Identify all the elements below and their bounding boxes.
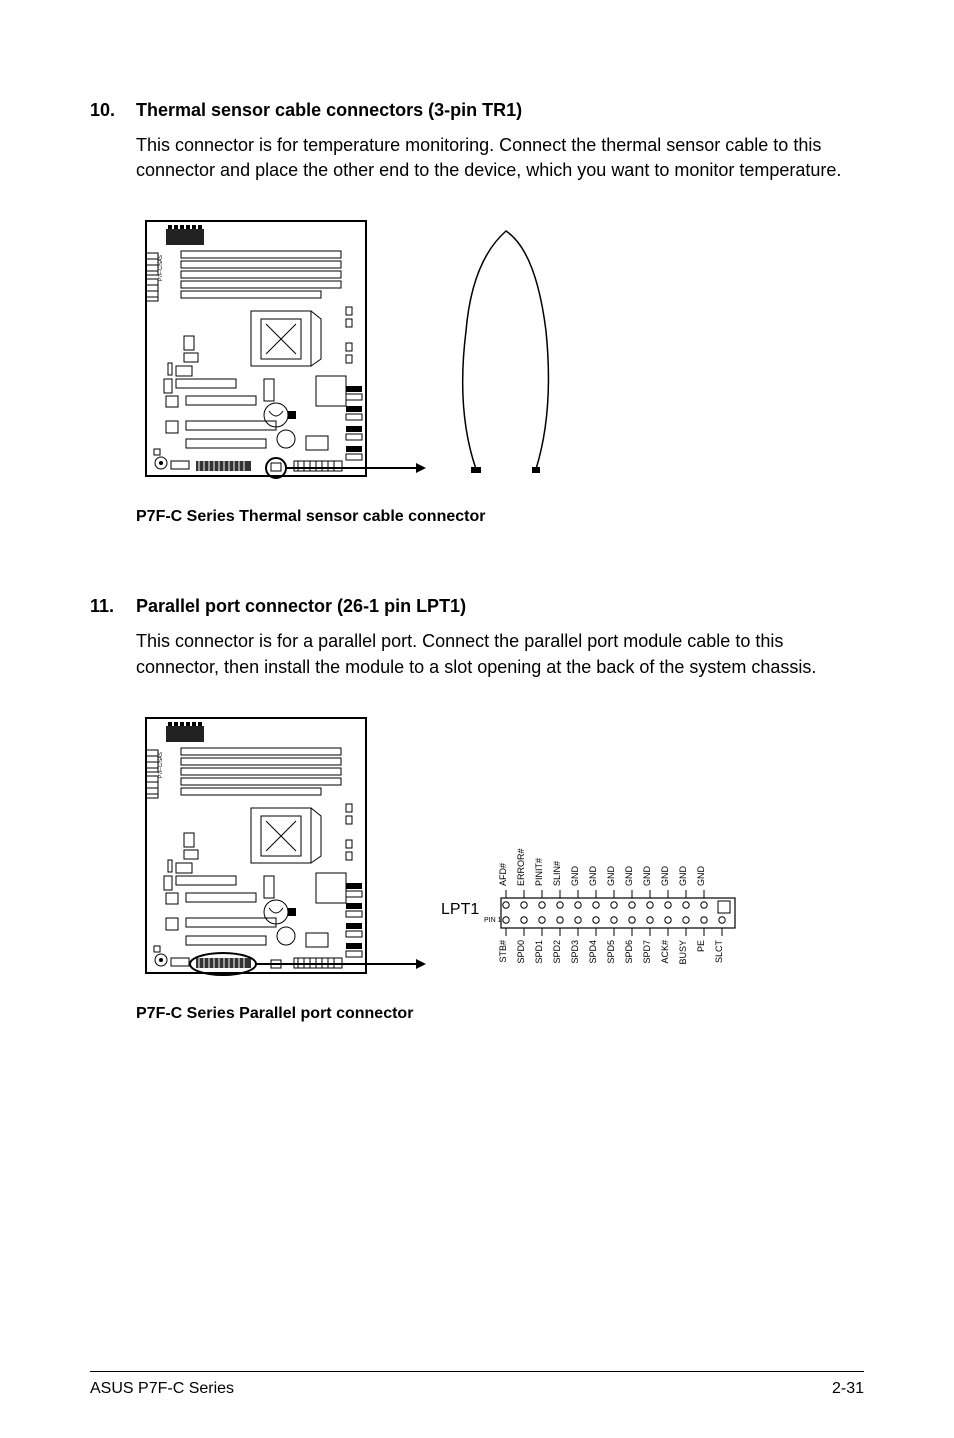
section-number: 10. (90, 100, 136, 121)
footer-right: 2-31 (832, 1380, 864, 1398)
svg-text:SPD6: SPD6 (624, 940, 634, 964)
svg-text:ERROR#: ERROR# (516, 848, 526, 886)
svg-text:GND: GND (678, 865, 688, 886)
svg-text:PIN 1: PIN 1 (484, 917, 502, 924)
svg-text:SPD5: SPD5 (606, 940, 616, 964)
svg-text:SPD3: SPD3 (570, 940, 580, 964)
section-body: This connector is for temperature monito… (136, 133, 864, 183)
svg-text:P7F-C/SAS: P7F-C/SAS (158, 255, 164, 282)
svg-text:ACK#: ACK# (660, 940, 670, 964)
board-diagram-lpt: P7F-C/SAS (136, 708, 756, 993)
section-title: Thermal sensor cable connectors (3-pin T… (136, 100, 522, 121)
svg-text:SPD7: SPD7 (642, 940, 652, 964)
svg-text:GND: GND (696, 865, 706, 886)
section-number: 11. (90, 596, 136, 617)
svg-text:GND: GND (606, 865, 616, 886)
svg-text:BUSY: BUSY (678, 940, 688, 965)
section-body: This connector is for a parallel port. C… (136, 629, 864, 679)
svg-text:GND: GND (624, 865, 634, 886)
svg-text:P7F-C/SAS: P7F-C/SAS (158, 751, 164, 778)
svg-text:LPT1: LPT1 (441, 901, 479, 918)
svg-text:SLCT: SLCT (714, 939, 724, 963)
svg-text:SPD0: SPD0 (516, 940, 526, 964)
diagram-caption: P7F-C Series Thermal sensor cable connec… (136, 508, 864, 526)
svg-text:SPD2: SPD2 (552, 940, 562, 964)
board-diagram-thermal: P7F-C/SAS (136, 211, 596, 496)
svg-text:AFD#: AFD# (498, 863, 508, 886)
diagram-caption: P7F-C Series Parallel port connector (136, 1005, 864, 1023)
svg-text:STB#: STB# (498, 940, 508, 963)
svg-text:SPD4: SPD4 (588, 940, 598, 964)
section-title: Parallel port connector (26-1 pin LPT1) (136, 596, 466, 617)
svg-text:PE: PE (696, 940, 706, 952)
svg-text:SLIN#: SLIN# (552, 861, 562, 886)
svg-text:PINIT#: PINIT# (534, 858, 544, 886)
svg-text:GND: GND (588, 865, 598, 886)
svg-text:GND: GND (642, 865, 652, 886)
svg-text:GND: GND (660, 865, 670, 886)
footer-left: ASUS P7F-C Series (90, 1380, 234, 1398)
svg-text:GND: GND (570, 865, 580, 886)
svg-text:SPD1: SPD1 (534, 940, 544, 964)
